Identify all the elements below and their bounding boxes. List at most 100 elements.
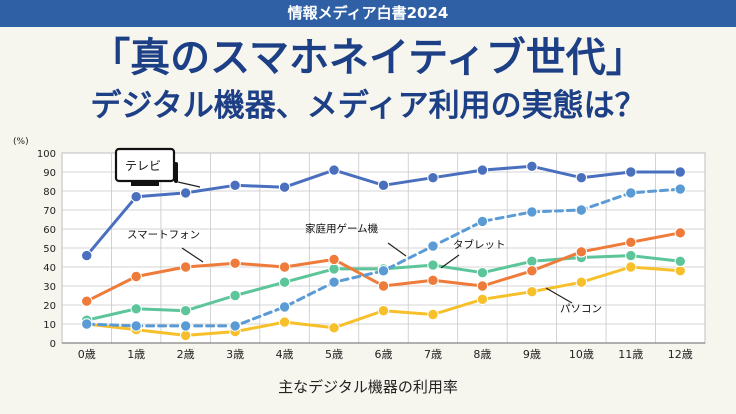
data-point — [625, 166, 637, 178]
data-point — [427, 308, 439, 321]
data-point — [575, 246, 588, 258]
data-point — [476, 280, 489, 292]
series-label: テレビ — [125, 159, 161, 173]
data-point — [674, 227, 686, 239]
data-point — [328, 322, 340, 334]
data-point — [179, 305, 192, 317]
data-point — [526, 265, 538, 277]
y-tick-label: 30 — [43, 282, 56, 293]
data-point — [81, 295, 93, 307]
data-point — [328, 276, 340, 288]
y-tick-label: 60 — [43, 225, 56, 236]
data-point — [179, 261, 192, 273]
data-point — [328, 263, 340, 275]
data-point — [229, 320, 241, 332]
data-point — [377, 179, 390, 192]
tv-icon-stand — [131, 181, 159, 186]
data-point — [625, 187, 637, 199]
data-point — [526, 255, 538, 267]
series-label-leader — [177, 181, 201, 188]
data-point — [278, 316, 291, 328]
data-point — [377, 265, 390, 277]
series-label-leader — [387, 242, 407, 257]
data-point — [328, 253, 340, 266]
series-label-leader — [545, 287, 573, 304]
y-tick-label: 40 — [43, 263, 56, 274]
data-point — [81, 318, 93, 330]
x-tick-label: 11歳 — [618, 348, 643, 361]
data-point — [130, 303, 142, 315]
chart-caption: 主なデジタル機器の利用率 — [278, 378, 458, 396]
x-tick-label: 6歳 — [375, 348, 393, 361]
series-label: 家庭用ゲーム機 — [305, 222, 379, 235]
data-point — [278, 261, 291, 273]
x-tick-label: 0歳 — [78, 348, 96, 361]
data-point — [179, 329, 192, 342]
y-tick-label: 100 — [37, 149, 56, 160]
y-tick-label: 10 — [43, 320, 56, 331]
x-tick-label: 12歳 — [668, 348, 693, 361]
data-point — [526, 206, 538, 218]
y-tick-label: 20 — [43, 301, 56, 312]
data-point — [476, 293, 489, 305]
headline-subtitle: デジタル機器、メディア利用の実態は？ — [90, 88, 646, 124]
data-point — [476, 164, 489, 176]
x-tick-label: 1歳 — [127, 348, 145, 361]
data-point — [526, 160, 538, 173]
data-point — [427, 259, 439, 271]
data-point — [130, 320, 142, 332]
data-point — [278, 276, 291, 288]
data-point — [674, 265, 686, 277]
data-point — [674, 255, 686, 267]
y-tick-label: 0 — [50, 339, 56, 350]
data-point — [229, 257, 241, 269]
series-label: スマートフォン — [127, 229, 200, 241]
data-point — [229, 289, 241, 302]
x-tick-label: 10歳 — [569, 348, 594, 361]
x-tick-label: 8歳 — [473, 348, 491, 361]
data-point — [81, 249, 93, 262]
x-tick-label: 2歳 — [177, 348, 195, 361]
series-label-leader — [440, 254, 460, 269]
series-label-leader — [181, 247, 204, 263]
data-point — [674, 183, 686, 195]
data-point — [625, 249, 637, 262]
data-point — [575, 276, 588, 288]
x-tick-label: 7歳 — [424, 348, 442, 361]
data-point — [526, 286, 538, 298]
data-point — [229, 179, 241, 192]
data-point — [575, 204, 588, 216]
y-tick-label: 70 — [43, 206, 56, 217]
data-point — [130, 191, 142, 203]
y-tick-label: 90 — [43, 168, 56, 179]
y-tick-label: 80 — [43, 187, 56, 198]
data-point — [674, 166, 686, 178]
data-point — [328, 164, 340, 176]
x-tick-label: 3歳 — [226, 348, 244, 361]
data-point — [575, 172, 588, 184]
y-axis-unit-label: (%) — [13, 137, 29, 147]
data-point — [625, 261, 637, 273]
x-tick-label: 4歳 — [276, 348, 294, 361]
data-point — [179, 320, 192, 332]
series-label: パソコン — [560, 303, 602, 315]
series-label: タブレット — [453, 238, 506, 251]
data-point — [130, 270, 142, 283]
data-point — [427, 172, 439, 184]
data-point — [476, 215, 489, 228]
x-tick-label: 5歳 — [325, 348, 343, 361]
data-point — [179, 187, 192, 199]
y-tick-label: 50 — [43, 244, 56, 255]
data-point — [476, 267, 489, 279]
x-tick-label: 9歳 — [523, 348, 541, 361]
data-point — [377, 280, 390, 292]
data-point — [278, 181, 291, 193]
report-banner: 情報メディア白書2024 — [0, 0, 736, 27]
data-point — [427, 274, 439, 286]
data-point — [427, 240, 439, 252]
headline-title: 「真のスマホネイティブ世代」 — [90, 35, 646, 81]
data-point — [278, 301, 291, 313]
data-point — [625, 236, 637, 249]
data-point — [377, 305, 390, 317]
